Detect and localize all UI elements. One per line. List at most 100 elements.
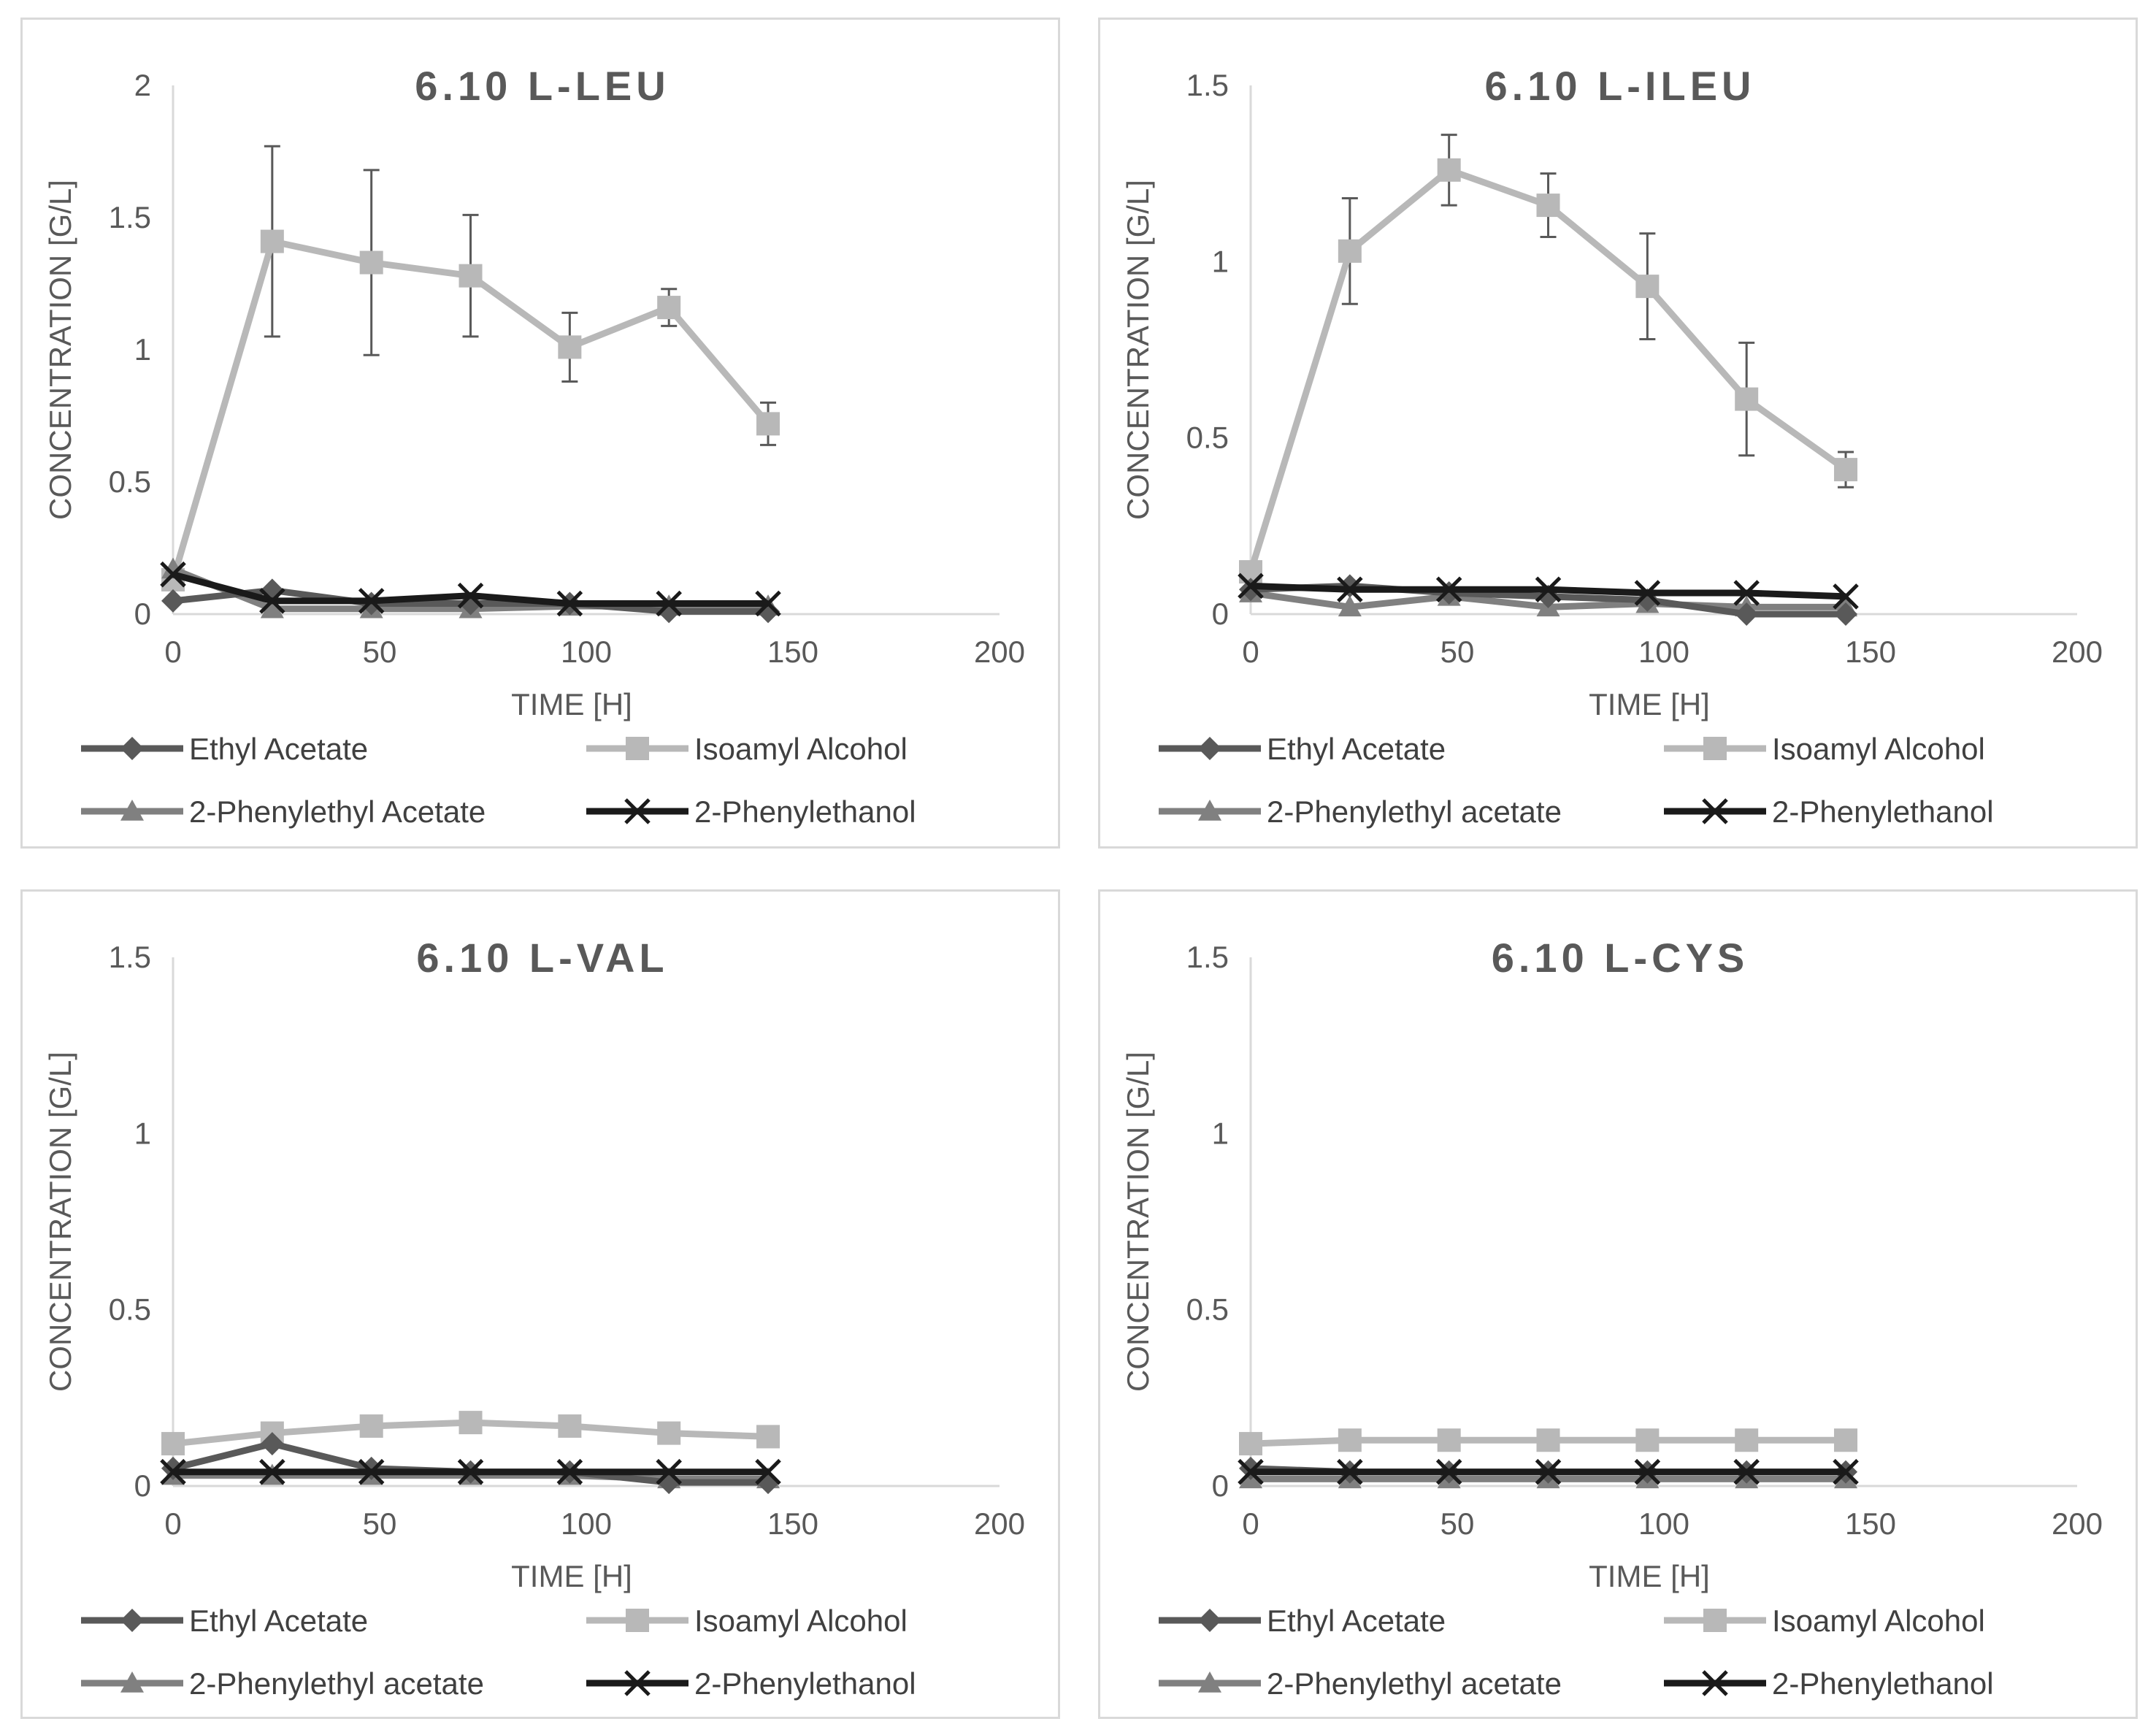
data-point [1437,1428,1461,1452]
data-point [755,590,781,617]
y-tick-label: 1 [134,332,151,367]
data-point [556,1458,583,1485]
data-point [1735,1428,1759,1452]
data-point [556,590,583,617]
chart-title: 6.10 L-LEU [415,63,670,109]
data-point [1733,1458,1760,1485]
legend-entry-isoamyl-alcohol: Isoamyl Alcohol [1664,732,1985,766]
data-point [657,1421,681,1445]
legend-marker [1702,798,1728,824]
legend-marker [120,1671,144,1693]
legend-entry-2-phenylethanol: 2-Phenylethanol [586,794,916,829]
x-tick-label: 0 [1242,1506,1259,1541]
series-2-phenylethanol [160,561,781,617]
data-point [359,250,383,275]
data-point [260,229,284,253]
data-point [1338,239,1362,263]
legend-entry-ethyl-acetate: Ethyl Acetate [81,732,368,766]
data-point [160,1458,186,1485]
x-tick-label: 200 [2052,1506,2103,1541]
data-point [1834,1428,1858,1452]
data-point [358,1458,385,1485]
legend-label: Ethyl Acetate [1267,1604,1446,1638]
data-point [756,412,780,436]
x-tick-label: 200 [2052,635,2103,669]
data-point [259,588,285,614]
legend-entry-ethyl-acetate: Ethyl Acetate [1159,732,1446,766]
legend-marker [1198,1671,1221,1693]
data-point [558,1414,582,1438]
x-tick-label: 100 [561,1506,612,1541]
data-point [161,1456,185,1480]
data-point [359,1456,383,1480]
legend-entry-2-phenylethanol: 2-Phenylethanol [586,1666,916,1701]
data-point [1735,602,1759,626]
data-point [1239,1432,1262,1456]
chart-title: 6.10 L-VAL [416,935,668,981]
legend-entry-2-phenylethanol: 2-Phenylethanol [1664,1666,1994,1701]
legend-entry-isoamyl-alcohol: Isoamyl Alcohol [586,1604,908,1638]
data-point [1834,458,1858,482]
y-axis-label: CONCENTRATION [G/L] [43,180,77,520]
data-point [1535,1458,1562,1485]
data-point [1338,595,1362,617]
x-tick-label: 50 [363,635,397,669]
chart-panel-l-leu: 6.10 L-LEU 0 0.5 1 1.5 2 0 50 100 150 200 TIME [H] C… [20,18,1060,849]
y-tick-label: 1.5 [109,200,151,234]
data-point [457,1458,484,1485]
series-isoamyl-alcohol [1239,134,1858,584]
chart-panel-l-cys: 6.10 L-CYS 0 0.5 1 1.5 0 50 100 150 200 TIME [H] CO… [1098,889,2138,1719]
data-point [558,335,582,359]
data-point [260,597,284,618]
legend-marker [1198,1609,1221,1632]
y-tick-label: 0.5 [1186,1292,1229,1327]
series-isoamyl-alcohol [161,145,780,591]
y-tick-label: 0.5 [109,1292,151,1327]
data-point [459,264,483,288]
data-point [359,1414,383,1438]
legend-label: Isoamyl Alcohol [1772,732,1985,766]
series-2-phenylethanol [1238,572,1859,610]
data-point [260,1432,284,1456]
data-point [1833,583,1859,610]
legend-label: Ethyl Acetate [1267,732,1446,766]
x-tick-label: 50 [363,1506,397,1541]
chart-title: 6.10 L-ILEU [1485,63,1756,109]
x-axis-label: TIME [H] [1589,1559,1710,1593]
data-point [1337,576,1363,602]
data-point [657,296,681,320]
series-isoamyl-alcohol [1239,1428,1858,1456]
data-point [1239,1456,1262,1480]
legend-marker [120,737,144,760]
legend-label: 2-Phenylethyl acetate [189,1666,484,1701]
y-axis-label: CONCENTRATION [G/L] [43,1052,77,1392]
chart-l-val: 6.10 L-VAL 0 0.5 1 1.5 0 50 100 150 200 TIME [H] CO… [43,935,1025,1701]
y-tick-label: 0 [134,597,151,631]
x-axis-label: TIME [H] [511,1559,632,1593]
data-point [459,1411,483,1435]
y-tick-label: 2 [134,68,151,102]
x-tick-label: 100 [1638,635,1689,669]
legend-label: Isoamyl Alcohol [694,1604,908,1638]
data-point [1536,1428,1560,1452]
data-point [161,1432,185,1456]
data-point [1536,194,1560,218]
legend-label: 2-Phenylethanol [694,794,916,829]
legend-marker [626,1609,649,1632]
legend-marker [624,798,651,824]
legend-entry-isoamyl-alcohol: Isoamyl Alcohol [586,732,908,766]
y-tick-label: 0 [1212,1468,1229,1503]
chart-l-cys: 6.10 L-CYS 0 0.5 1 1.5 0 50 100 150 200 TIME [H] CO… [1121,935,2103,1701]
legend-entry-ethyl-acetate: Ethyl Acetate [1159,1604,1446,1638]
data-point [259,1458,285,1485]
x-tick-label: 50 [1440,1506,1475,1541]
y-tick-label: 1 [1212,1116,1229,1150]
chart-l-ileu: 6.10 L-ILEU 0 0.5 1 1.5 0 50 100 150 200 TIME [H] C… [1121,63,2103,829]
y-tick-label: 1 [1212,244,1229,278]
legend-marker [120,800,144,821]
legend-entry-2-phenylethyl-acetate: 2-Phenylethyl acetate [1159,794,1562,829]
x-tick-label: 200 [974,635,1025,669]
data-point [1635,1428,1660,1452]
chart-panel-l-ileu: 6.10 L-ILEU 0 0.5 1 1.5 0 50 100 150 200 TIME [H] C… [1098,18,2138,849]
y-tick-label: 1.5 [1186,940,1229,974]
